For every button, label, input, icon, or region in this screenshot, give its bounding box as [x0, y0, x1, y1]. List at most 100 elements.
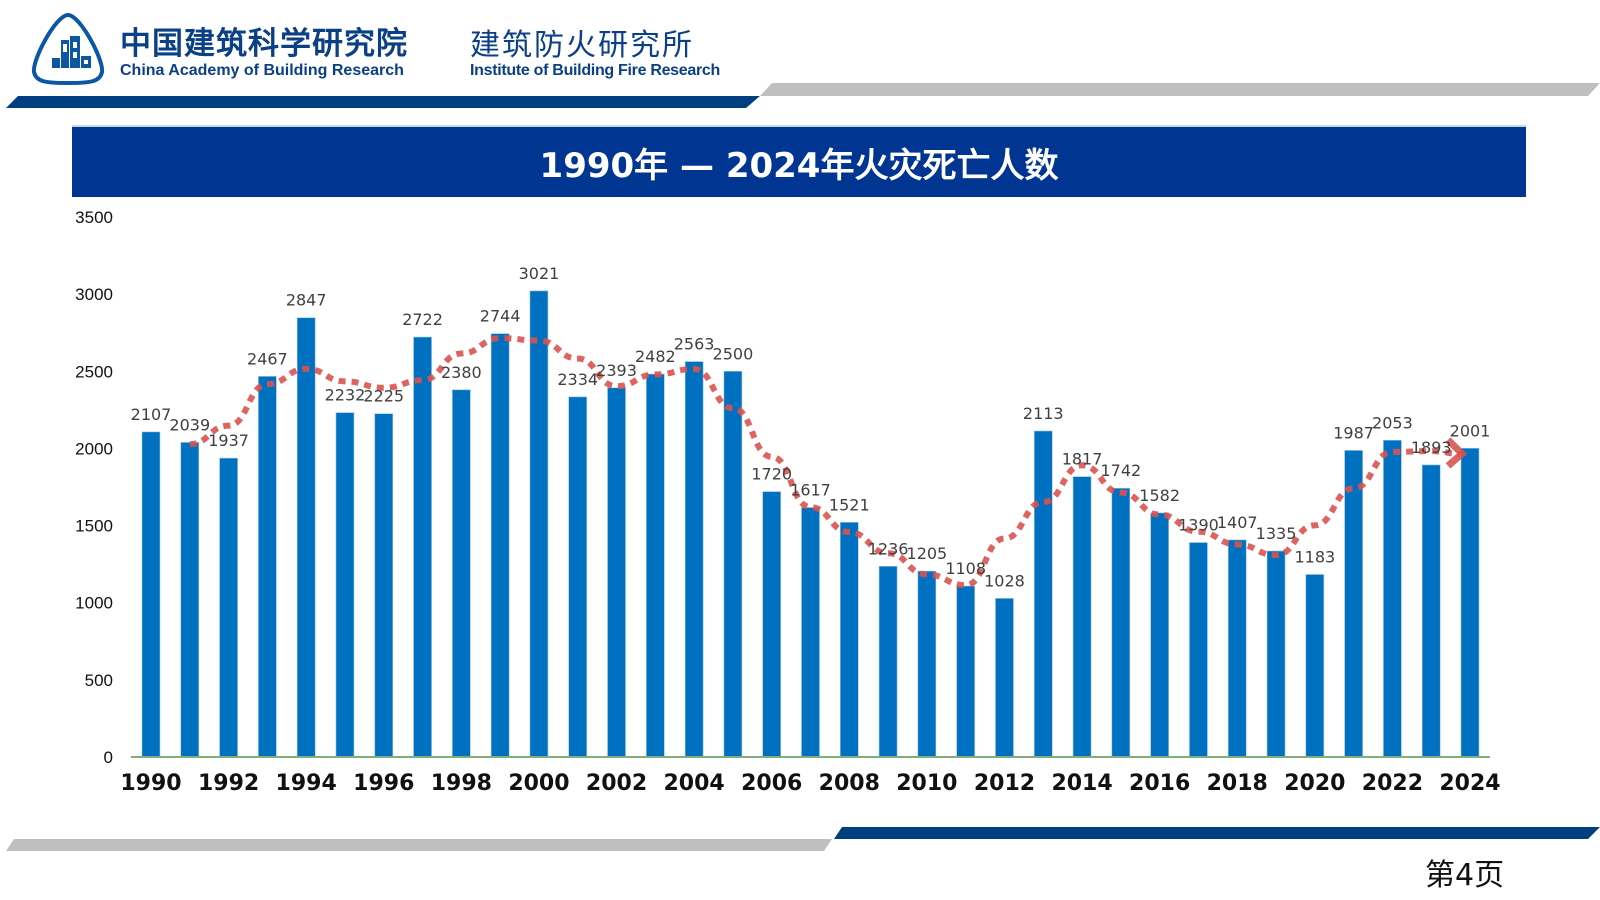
institute-name-en: Institute of Building Fire Research: [470, 62, 720, 79]
data-label: 1407: [1217, 513, 1258, 532]
bar-2023: [1421, 464, 1441, 758]
bar-2006: [762, 491, 782, 758]
x-tick-label: 2002: [586, 771, 647, 796]
institute-name-cn: 建筑防火研究所: [470, 28, 694, 63]
data-label: 2107: [131, 405, 172, 424]
footer-decoration: [6, 827, 1600, 851]
bar-2000: [529, 290, 549, 758]
data-label: 1028: [984, 571, 1025, 590]
bar-2001: [568, 396, 588, 758]
data-label: 1236: [868, 539, 909, 558]
data-label: 1205: [907, 544, 948, 563]
data-label: 2563: [674, 335, 715, 354]
y-tick-label: 1500: [75, 517, 113, 536]
data-label: 2225: [363, 387, 404, 406]
bar-1990: [141, 431, 161, 758]
x-tick-label: 2014: [1051, 771, 1112, 796]
y-tick-label: 2500: [75, 362, 113, 381]
x-tick-label: 2008: [819, 771, 880, 796]
data-label: 2722: [402, 310, 443, 329]
header-decoration: [6, 83, 1600, 108]
data-label: 3021: [519, 264, 560, 283]
data-label: 2232: [325, 386, 366, 405]
data-label: 1108: [945, 559, 986, 578]
bar-1991: [180, 442, 200, 758]
bar-2002: [607, 387, 626, 758]
title-banner: 1990年 — 2024年火灾死亡人数: [72, 125, 1526, 197]
x-tick-label: 1990: [120, 771, 181, 796]
bar-1995: [335, 412, 355, 758]
bar-1999: [490, 333, 510, 758]
data-label: 1742: [1100, 461, 1141, 480]
data-label: 1937: [208, 431, 249, 450]
bar-2019: [1266, 550, 1286, 758]
y-tick-label: 0: [104, 748, 113, 767]
y-tick-label: 1000: [75, 594, 113, 613]
data-label: 2334: [557, 370, 598, 389]
x-tick-label: 2022: [1362, 771, 1423, 796]
x-tick-label: 1992: [198, 771, 259, 796]
x-tick-label: 2020: [1284, 771, 1345, 796]
org-name-en: China Academy of Building Research: [120, 62, 404, 79]
data-label: 2039: [169, 415, 210, 434]
y-tick-label: 3000: [75, 285, 113, 304]
bar-2005: [723, 370, 743, 758]
data-label: 2467: [247, 349, 288, 368]
bar-1992: [219, 457, 238, 758]
bar-2012: [995, 598, 1014, 758]
data-label: 1720: [751, 465, 792, 484]
bar-2016: [1150, 512, 1169, 758]
cabr-logo-icon: [31, 12, 105, 86]
bar-1998: [452, 389, 471, 758]
y-tick-label: 3500: [75, 208, 113, 227]
data-label: 1987: [1333, 423, 1374, 442]
bar-2009: [878, 566, 898, 758]
data-label: 2847: [286, 291, 327, 310]
data-label: 1582: [1139, 486, 1180, 505]
data-label: 2380: [441, 363, 482, 382]
data-label: 1390: [1178, 516, 1219, 535]
x-tick-label: 2016: [1129, 771, 1190, 796]
data-label: 2744: [480, 307, 521, 326]
x-tick-label: 2004: [664, 771, 725, 796]
data-label: 1817: [1062, 450, 1103, 469]
trend-arrowhead-icon: [1445, 437, 1468, 469]
bar-2003: [646, 373, 665, 758]
x-tick-label: 1998: [431, 771, 492, 796]
x-tick-label: 1994: [276, 771, 337, 796]
bar-2008: [839, 522, 859, 758]
data-label: 1617: [790, 481, 831, 500]
bar-2007: [801, 507, 820, 758]
bar-2013: [1033, 430, 1053, 758]
bar-1994: [296, 317, 316, 758]
data-label: 1893: [1411, 438, 1452, 457]
bar-2010: [917, 570, 937, 758]
data-label: 2500: [713, 344, 754, 363]
bar-2022: [1383, 439, 1402, 758]
bar-1993: [258, 376, 277, 758]
page-number: 第4页: [1425, 858, 1505, 893]
y-tick-label: 500: [85, 671, 113, 690]
bar-chart: 0 500 1000 1500 2000 2500 3000 3500 21072039193…: [75, 208, 1500, 796]
x-tick-label: 2000: [508, 771, 569, 796]
bar-2014: [1072, 476, 1092, 758]
chart-title: 1990年 — 2024年火灾死亡人数: [539, 145, 1059, 186]
x-tick-label: 2012: [974, 771, 1035, 796]
bar-2017: [1189, 542, 1208, 758]
bar-2015: [1111, 487, 1131, 758]
data-label: 2113: [1023, 404, 1064, 423]
bar-2024: [1460, 447, 1480, 758]
data-label: 2482: [635, 347, 676, 366]
y-tick-label: 2000: [75, 439, 113, 458]
data-label: 1521: [829, 495, 870, 514]
bar-2021: [1344, 450, 1363, 758]
x-tick-label: 2010: [896, 771, 957, 796]
data-label: 2393: [596, 361, 637, 380]
bar-2018: [1227, 539, 1247, 758]
x-tick-label: 2018: [1207, 771, 1268, 796]
data-label: 1183: [1294, 547, 1335, 566]
x-tick-label: 2006: [741, 771, 802, 796]
data-label: 2001: [1450, 421, 1491, 440]
data-label: 2053: [1372, 413, 1413, 432]
bar-2004: [684, 361, 704, 758]
